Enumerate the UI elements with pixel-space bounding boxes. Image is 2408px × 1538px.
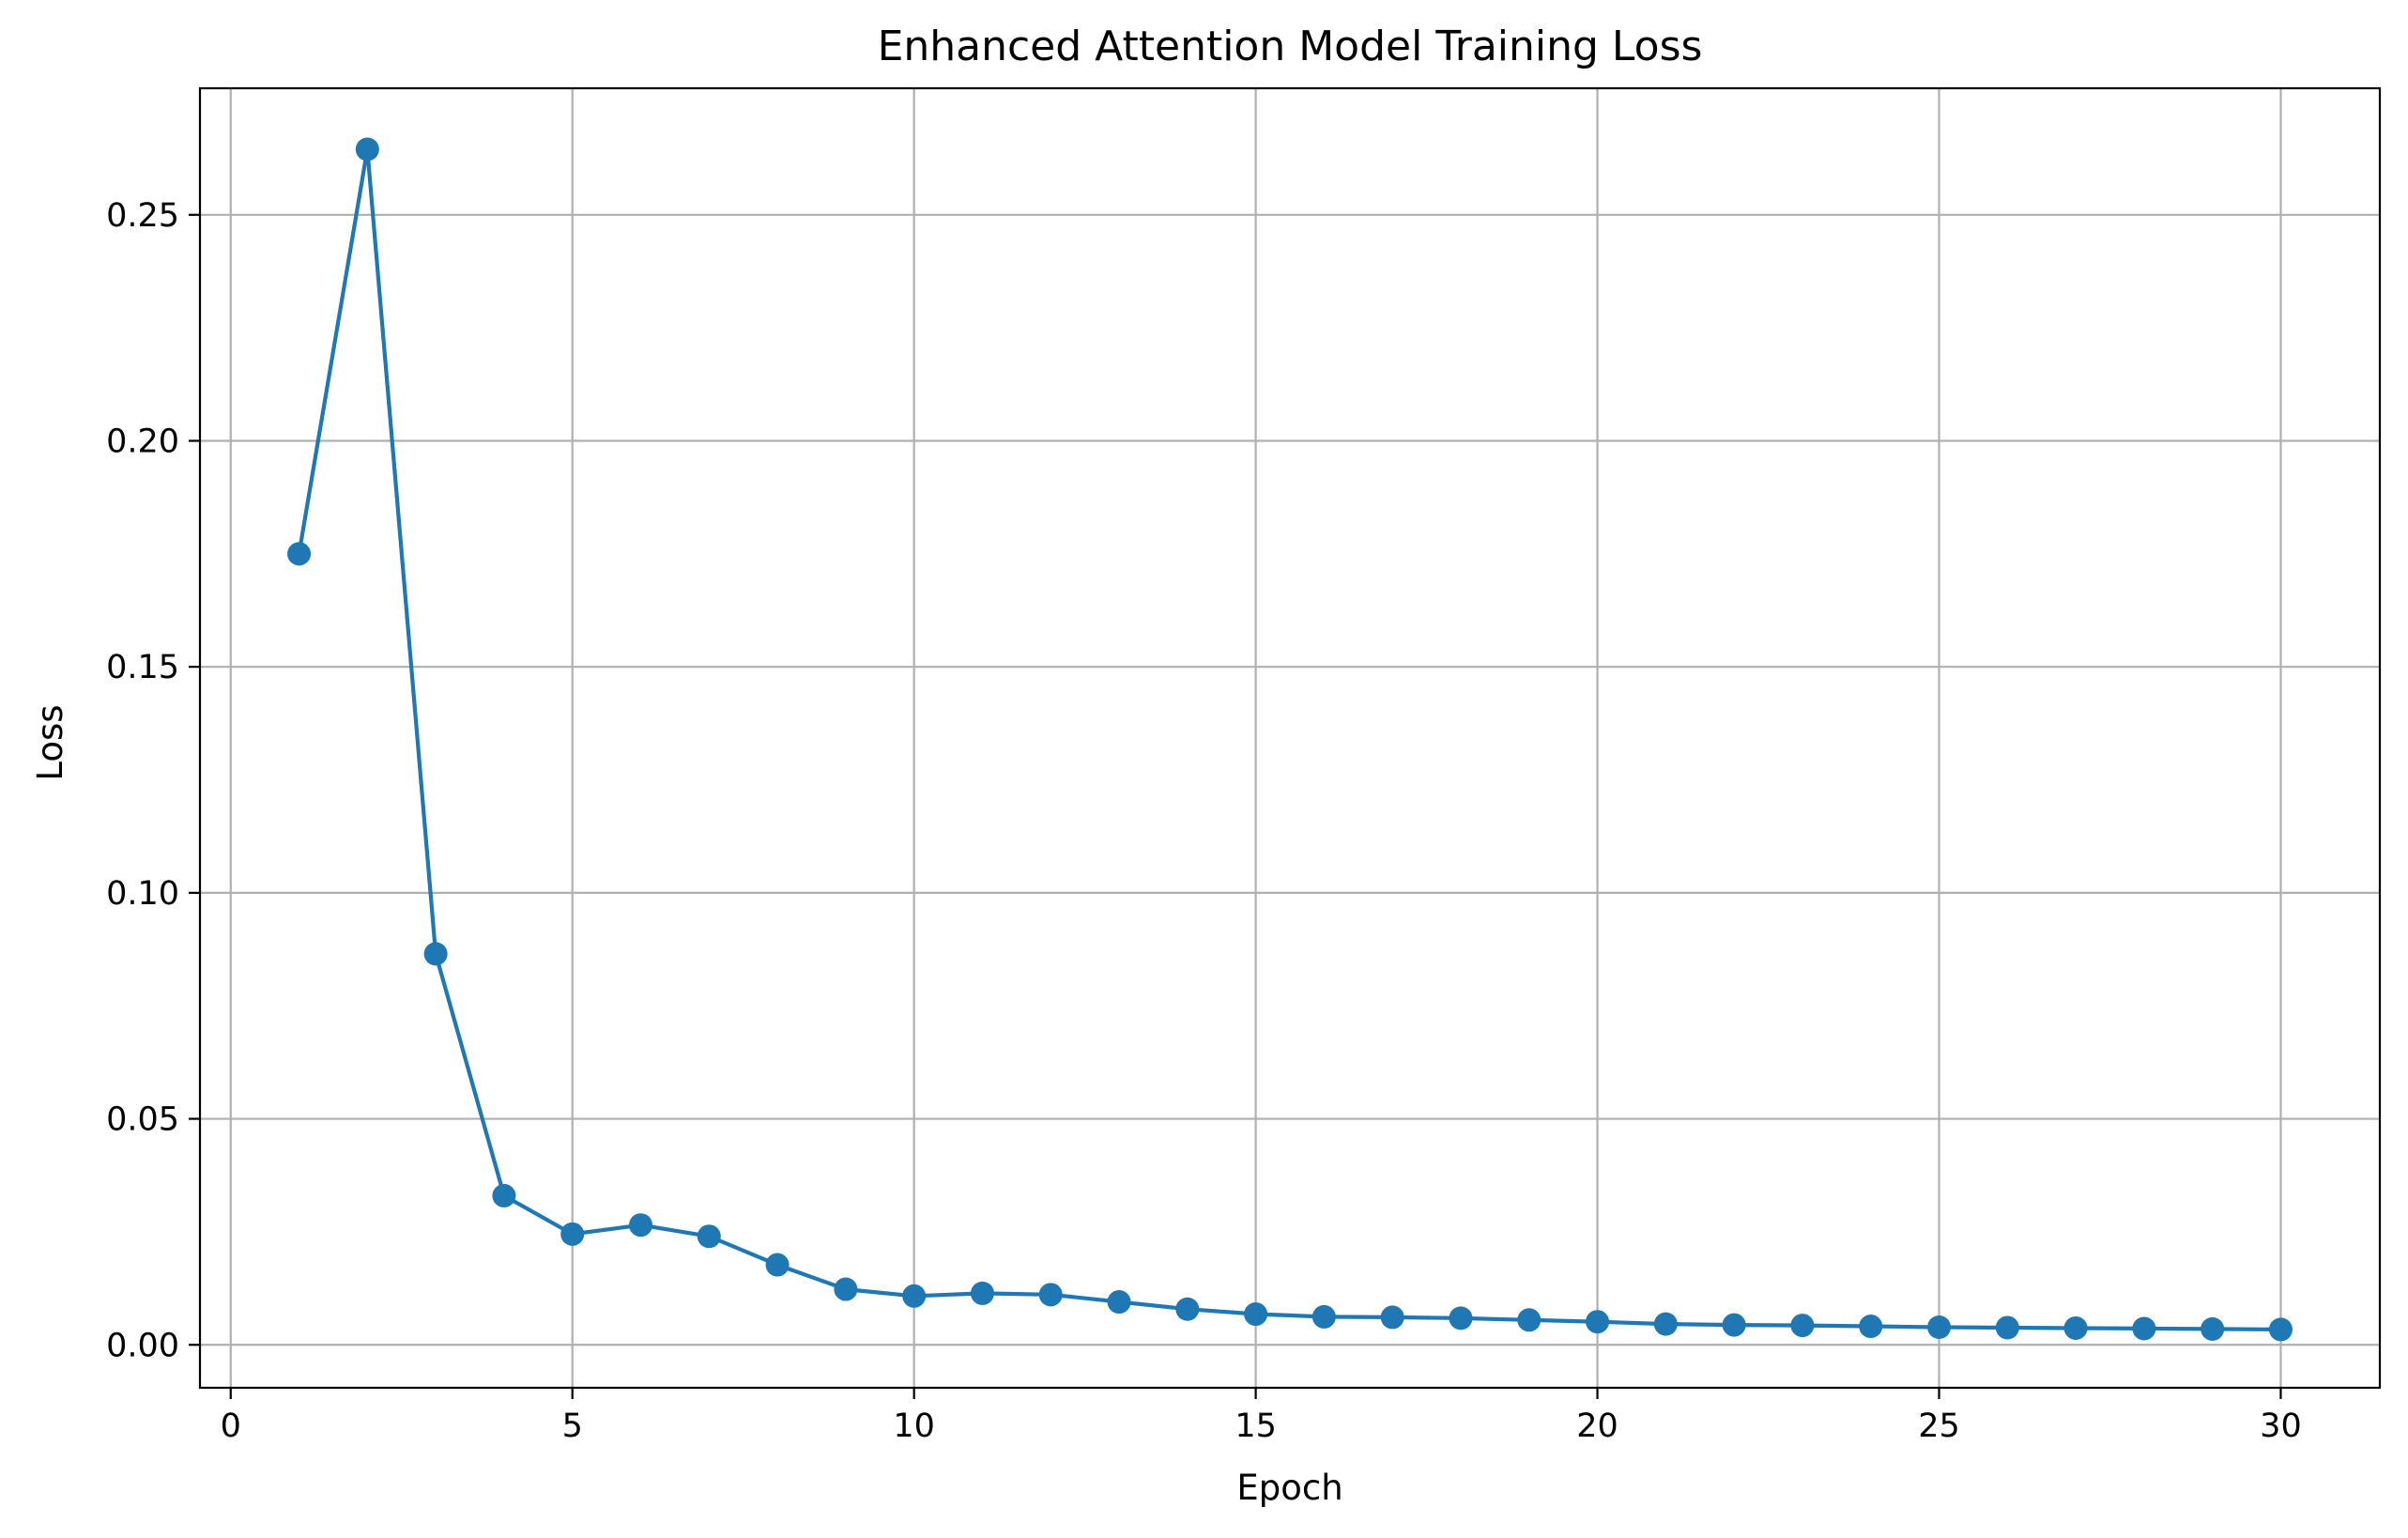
data-point	[1380, 1305, 1404, 1330]
data-point	[1859, 1315, 1883, 1339]
y-tick-label: 0.20	[106, 423, 179, 460]
x-axis-label: Epoch	[1236, 1468, 1342, 1508]
y-tick-label: 0.10	[106, 875, 179, 913]
data-point	[492, 1183, 516, 1207]
data-point	[765, 1253, 790, 1277]
data-point	[1244, 1302, 1268, 1327]
x-tick-label: 20	[1576, 1407, 1618, 1445]
x-tick-label: 30	[2260, 1407, 2302, 1445]
data-point	[287, 542, 312, 566]
data-point	[1038, 1283, 1063, 1307]
y-tick-label: 0.15	[106, 649, 179, 686]
data-point	[2268, 1317, 2293, 1342]
x-tick-label: 10	[893, 1407, 935, 1445]
series-layer	[287, 137, 2293, 1342]
data-point	[628, 1213, 652, 1238]
data-point	[355, 137, 379, 161]
data-point	[2063, 1315, 2088, 1340]
data-point	[560, 1222, 585, 1246]
plot-frame	[198, 86, 2382, 1390]
data-point	[2132, 1316, 2156, 1341]
x-tick-label: 15	[1235, 1407, 1277, 1445]
data-point	[697, 1224, 721, 1249]
data-point	[1517, 1308, 1541, 1332]
data-point	[1722, 1313, 1746, 1337]
axes	[198, 86, 2382, 1390]
data-point	[423, 942, 448, 966]
x-tick-label: 0	[221, 1407, 241, 1445]
data-point	[1995, 1315, 2019, 1340]
data-point	[1175, 1297, 1200, 1321]
y-axis-label: Loss	[30, 704, 70, 780]
y-tick-label: 0.00	[106, 1327, 179, 1364]
x-tick-label: 5	[562, 1407, 583, 1445]
data-point	[970, 1281, 994, 1305]
axis-ticks: 0 5 10 15 20 25 30 0.00 0.05 0.10 0.15 0.20 0.25	[106, 197, 2302, 1445]
data-point	[1586, 1310, 1610, 1334]
y-tick-label: 0.25	[106, 197, 179, 235]
data-point	[2201, 1316, 2225, 1341]
data-point	[1107, 1290, 1131, 1315]
data-point	[1927, 1315, 1952, 1339]
chart-title: Enhanced Attention Model Training Loss	[878, 23, 1703, 70]
data-point	[1653, 1312, 1678, 1336]
data-point	[1449, 1306, 1473, 1330]
grid-lines	[200, 88, 2380, 1388]
x-tick-label: 25	[1918, 1407, 1960, 1445]
data-point	[1311, 1304, 1336, 1329]
data-point	[902, 1284, 927, 1308]
data-point	[1790, 1314, 1815, 1338]
data-point	[834, 1277, 858, 1301]
y-tick-label: 0.05	[106, 1101, 179, 1139]
